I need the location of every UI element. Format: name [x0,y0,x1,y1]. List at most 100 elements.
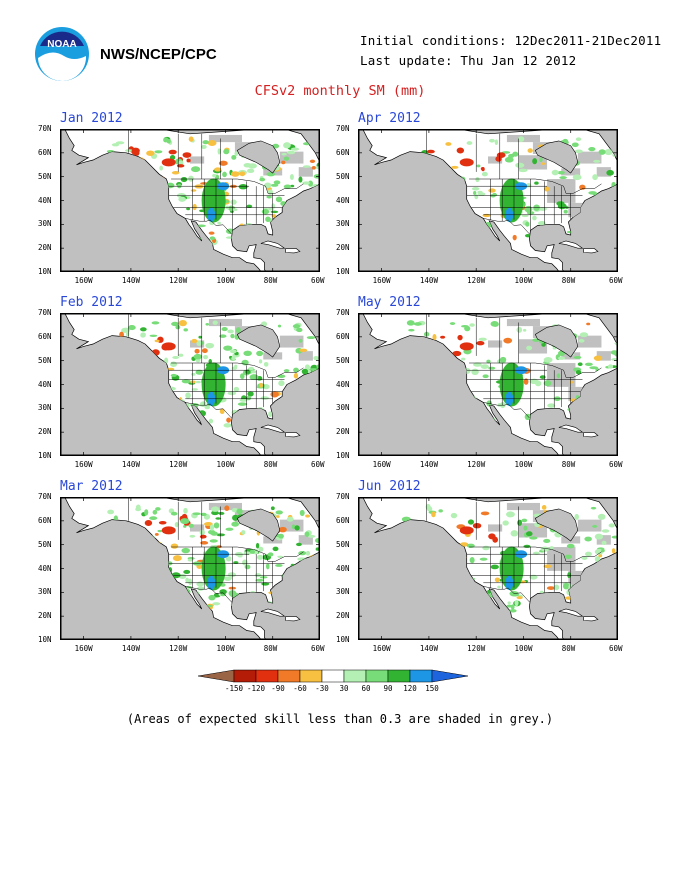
lon-tick-label: 100W [514,276,533,285]
lat-tick-label: 50N [336,355,350,365]
map-panel: Mar 2012 70N 60N 50N 40N 30N 20N 10N 160W 140W 120… [30,479,340,656]
lon-tick-label: 140W [121,644,140,653]
lon-tick-label: 120W [169,644,188,653]
initial-conditions: Initial conditions: 12Dec2011-21Dec2011 [360,33,662,48]
lon-tick-label: 140W [419,460,438,469]
lon-tick-label: 60W [311,276,325,285]
lon-tick-label: 160W [74,460,93,469]
lon-tick-label: 60W [609,644,623,653]
lat-tick-label: 60N [38,515,52,525]
soil-moisture-map [358,129,618,272]
lat-tick-label: 30N [336,587,350,597]
lon-tick-label: 80W [561,460,576,469]
soil-moisture-map [60,129,320,272]
colorbar-level-label: -120 [247,684,266,693]
lon-tick-label: 120W [467,460,486,469]
lat-tick-label: 50N [38,539,52,549]
panel-title: Jun 2012 [358,479,421,494]
panel-title: May 2012 [358,295,421,310]
lon-tick-label: 160W [74,276,93,285]
lat-tick-label: 40N [336,379,350,389]
lat-tick-label: 60N [38,331,52,341]
colorbar-swatch [431,669,468,683]
colorbar-swatch [387,669,411,683]
lon-tick-label: 120W [169,276,188,285]
lon-tick-label: 140W [419,276,438,285]
lat-tick-label: 60N [38,147,52,157]
lat-tick-label: 20N [38,611,52,621]
map-panel: Feb 2012 70N 60N 50N 40N 30N 20N 10N 160W 140W 120… [30,295,340,472]
lat-tick-label: 10N [38,267,52,276]
colorbar-swatch [233,669,257,683]
lat-tick-label: 70N [336,124,350,133]
last-update: Last update: Thu Jan 12 2012 [360,53,577,68]
colorbar-level-label: 60 [361,684,371,693]
colorbar-swatch [255,669,279,683]
colorbar-level-label: 30 [339,684,349,693]
colorbar-swatch [299,669,323,683]
soil-moisture-map [60,497,320,640]
map-panel: May 2012 70N 60N 50N 40N 30N 20N 10N 160W 140W 120… [328,295,638,472]
lat-tick-label: 10N [336,267,350,276]
lat-tick-label: 20N [336,427,350,437]
lon-tick-label: 100W [216,460,235,469]
lat-tick-label: 50N [38,355,52,365]
lat-tick-label: 50N [336,171,350,181]
lat-tick-label: 50N [336,539,350,549]
lat-tick-label: 30N [336,219,350,229]
soil-moisture-map [60,313,320,456]
lon-tick-label: 120W [467,644,486,653]
lon-tick-label: 160W [74,644,93,653]
map-panel: Jan 2012 70N 60N 50N 40N 30N 20N 10N 160W 140W 120… [30,111,340,288]
lat-tick-label: 70N [38,308,52,317]
lat-tick-label: 10N [336,635,350,644]
lon-tick-label: 160W [372,644,391,653]
lon-tick-label: 120W [467,276,486,285]
lon-tick-label: 120W [169,460,188,469]
lon-tick-label: 100W [216,644,235,653]
lat-tick-label: 40N [38,563,52,573]
organization-name: NWS/NCEP/CPC [100,46,217,63]
colorbar-level-label: 120 [403,684,417,693]
lat-tick-label: 40N [38,195,52,205]
lon-tick-label: 80W [263,460,278,469]
lat-tick-label: 10N [336,451,350,460]
lat-tick-label: 40N [38,379,52,389]
lon-tick-label: 80W [263,276,278,285]
colorbar-level-label: -60 [293,684,307,693]
lat-tick-label: 70N [38,492,52,501]
lat-tick-label: 40N [336,195,350,205]
colorbar-swatch [198,669,235,683]
noaa-logo: NOAA [35,27,89,82]
lat-tick-label: 20N [38,243,52,253]
colorbar-level-label: 150 [425,684,439,693]
lat-tick-label: 70N [336,308,350,317]
lat-tick-label: 20N [336,243,350,253]
lat-tick-label: 60N [336,515,350,525]
lat-tick-label: 70N [38,124,52,133]
skill-note: (Areas of expected skill less than 0.3 a… [126,712,554,726]
lat-tick-label: 30N [38,219,52,229]
lat-tick-label: 30N [336,403,350,413]
soil-moisture-map [358,313,618,456]
lat-tick-label: 10N [38,635,52,644]
lon-tick-label: 160W [372,276,391,285]
panel-title: Jan 2012 [60,111,123,126]
soil-moisture-map [358,497,618,640]
colorbar-swatch [365,669,389,683]
lat-tick-label: 20N [336,611,350,621]
lon-tick-label: 60W [609,460,623,469]
lon-tick-label: 140W [121,276,140,285]
colorbar: -150 -120 -90 -60 -30 30 60 90 120 150 [198,669,468,693]
colorbar-swatch [343,669,367,683]
lon-tick-label: 100W [514,460,533,469]
lon-tick-label: 140W [419,644,438,653]
lon-tick-label: 100W [216,276,235,285]
panel-title: Apr 2012 [358,111,421,126]
lon-tick-label: 80W [263,644,278,653]
lat-tick-label: 60N [336,331,350,341]
colorbar-level-label: -150 [225,684,244,693]
panel-title: Mar 2012 [60,479,123,494]
colorbar-level-label: -30 [315,684,329,693]
lat-tick-label: 10N [38,451,52,460]
